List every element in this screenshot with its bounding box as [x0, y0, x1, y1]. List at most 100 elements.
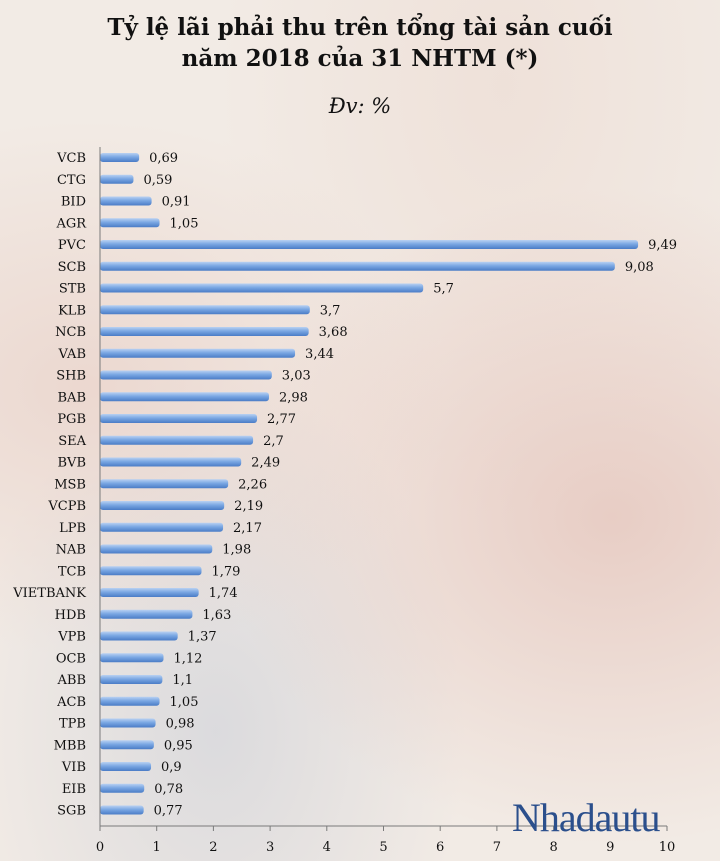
category-label-stb: STB — [59, 282, 86, 297]
category-label-acb: ACB — [56, 695, 86, 710]
value-label-tcb: 1,79 — [211, 564, 240, 579]
bar-nab — [100, 544, 213, 554]
value-label-sgb: 0,77 — [154, 804, 183, 819]
category-label-abb: ABB — [57, 673, 87, 688]
value-label-bab: 2,98 — [279, 390, 308, 405]
category-label-ncb: NCB — [55, 325, 86, 340]
chart-title-line2: năm 2018 của 31 NHTM (*) — [181, 45, 539, 72]
category-label-pvc: PVC — [58, 238, 86, 253]
value-label-shb: 3,03 — [282, 369, 311, 384]
category-label-mbb: MBB — [54, 738, 86, 753]
category-label-vcpb: VCPB — [47, 499, 86, 514]
bar-sea — [100, 435, 254, 445]
bar-hdb — [100, 609, 193, 619]
category-label-ctg: CTG — [57, 173, 86, 188]
value-label-ncb: 3,68 — [319, 325, 348, 340]
category-label-bab: BAB — [58, 390, 87, 405]
value-label-hdb: 1,63 — [202, 608, 231, 623]
category-label-tcb: TCB — [58, 564, 86, 579]
category-label-agr: AGR — [55, 216, 87, 231]
value-label-vietbank: 1,74 — [209, 586, 238, 601]
x-tick-label-7: 7 — [493, 840, 501, 855]
value-label-vib: 0,9 — [161, 760, 182, 775]
x-tick-label-0: 0 — [96, 840, 104, 855]
chart-unit: Đv: % — [328, 94, 392, 118]
value-label-tpb: 0,98 — [166, 717, 195, 732]
value-label-lpb: 2,17 — [233, 521, 262, 536]
category-label-ocb: OCB — [56, 651, 86, 666]
category-label-hdb: HDB — [55, 608, 86, 623]
bar-scb — [100, 261, 615, 271]
value-label-abb: 1,1 — [172, 673, 193, 688]
bar-mbb — [100, 740, 154, 750]
value-label-klb: 3,7 — [320, 303, 341, 318]
x-tick-label-9: 9 — [606, 840, 614, 855]
value-label-bid: 0,91 — [162, 195, 191, 210]
bar-msb — [100, 479, 229, 489]
bar-vietbank — [100, 588, 199, 597]
value-label-vcb: 0,69 — [149, 151, 178, 166]
chart-title-line1: Tỷ lệ lãi phải thu trên tổng tài sản cuố… — [107, 14, 613, 41]
x-tick-label-2: 2 — [209, 840, 217, 855]
bar-tpb — [100, 718, 156, 728]
bar-stb — [100, 283, 424, 293]
x-tick-label-3: 3 — [266, 840, 274, 855]
bar-bvb — [100, 457, 242, 467]
category-label-vcb: VCB — [56, 151, 86, 166]
bar-eib — [100, 783, 145, 793]
bar-ncb — [100, 327, 309, 336]
value-label-mbb: 0,95 — [164, 738, 193, 753]
chart-title: Tỷ lệ lãi phải thu trên tổng tài sản cuố… — [0, 12, 720, 74]
bar-pvc — [100, 240, 639, 249]
value-label-pgb: 2,77 — [267, 412, 296, 427]
bar-klb — [100, 305, 310, 315]
bar-agr — [100, 218, 160, 228]
value-label-pvc: 9,49 — [648, 238, 677, 253]
value-label-vcpb: 2,19 — [234, 499, 263, 514]
value-label-vab: 3,44 — [305, 347, 334, 362]
value-label-eib: 0,78 — [154, 782, 183, 797]
value-label-ocb: 1,12 — [174, 651, 203, 666]
value-label-bvb: 2,49 — [251, 456, 280, 471]
bar-vpb — [100, 631, 178, 641]
category-label-tpb: TPB — [59, 717, 86, 732]
category-label-shb: SHB — [56, 369, 86, 384]
brand-logo: Nhadautu — [512, 795, 661, 840]
x-tick-label-8: 8 — [549, 840, 557, 855]
x-tick-label-10: 10 — [659, 840, 676, 855]
bar-bab — [100, 392, 269, 402]
bar-vcpb — [100, 501, 225, 510]
category-label-vib: VIB — [61, 760, 86, 775]
bar-abb — [100, 675, 163, 684]
x-tick-label-1: 1 — [153, 840, 161, 855]
category-label-vab: VAB — [58, 347, 86, 362]
category-label-klb: KLB — [58, 303, 86, 318]
category-label-sgb: SGB — [57, 804, 86, 819]
x-tick-label-5: 5 — [379, 840, 387, 855]
value-label-ctg: 0,59 — [143, 173, 172, 188]
bar-vab — [100, 348, 296, 358]
bar-pgb — [100, 414, 258, 423]
category-label-vpb: VPB — [57, 630, 86, 645]
x-tick-label-6: 6 — [436, 840, 444, 855]
category-label-nab: NAB — [56, 543, 86, 558]
category-label-scb: SCB — [58, 260, 86, 275]
category-label-lpb: LPB — [59, 521, 86, 536]
bar-sgb — [100, 805, 144, 815]
value-label-sea: 2,7 — [263, 434, 284, 449]
value-label-nab: 1,98 — [222, 543, 251, 558]
category-label-vietbank: VIETBANK — [12, 586, 86, 601]
bar-shb — [100, 370, 272, 380]
value-label-msb: 2,26 — [238, 477, 267, 492]
category-label-bid: BID — [61, 195, 86, 210]
value-label-stb: 5,7 — [433, 282, 454, 297]
category-label-bvb: BVB — [58, 456, 87, 471]
bar-ctg — [100, 174, 134, 184]
category-label-msb: MSB — [54, 477, 86, 492]
category-label-eib: EIB — [62, 782, 86, 797]
value-label-acb: 1,05 — [170, 695, 199, 710]
bar-vcb — [100, 153, 140, 162]
category-label-pgb: PGB — [57, 412, 86, 427]
